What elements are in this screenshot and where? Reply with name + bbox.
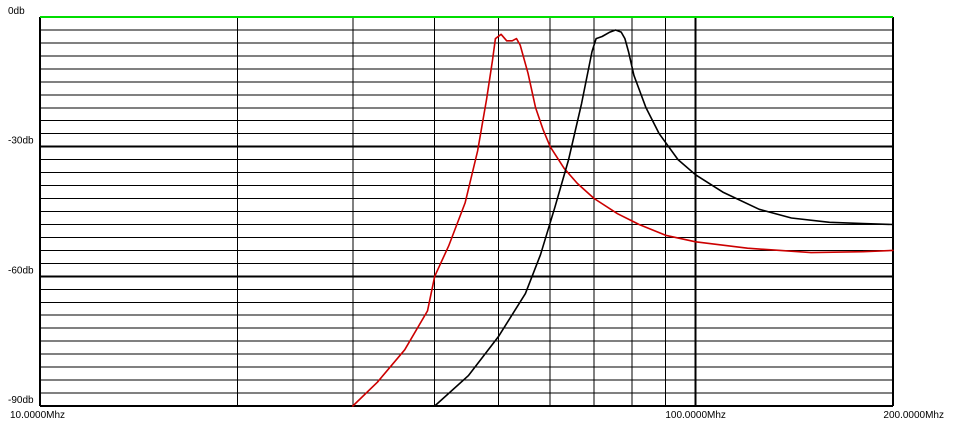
x-tick-label: 10.0000Mhz	[10, 410, 65, 421]
grid	[39, 16, 894, 407]
y-tick-label: -90db	[8, 395, 34, 406]
series-line-red	[352, 33, 894, 407]
y-tick-label: -60db	[8, 265, 34, 276]
tick-labels: 0db -30db -60db -90db 10.0000Mhz 100.0000Mhz 2…	[8, 6, 944, 421]
x-tick-label: 200.0000Mhz	[883, 410, 944, 421]
series-group	[352, 29, 894, 407]
y-tick-label: -30db	[8, 136, 34, 147]
x-tick-label: 100.0000Mhz	[665, 410, 726, 421]
y-tick-label: 0db	[8, 6, 25, 17]
series-line-black	[433, 29, 894, 407]
